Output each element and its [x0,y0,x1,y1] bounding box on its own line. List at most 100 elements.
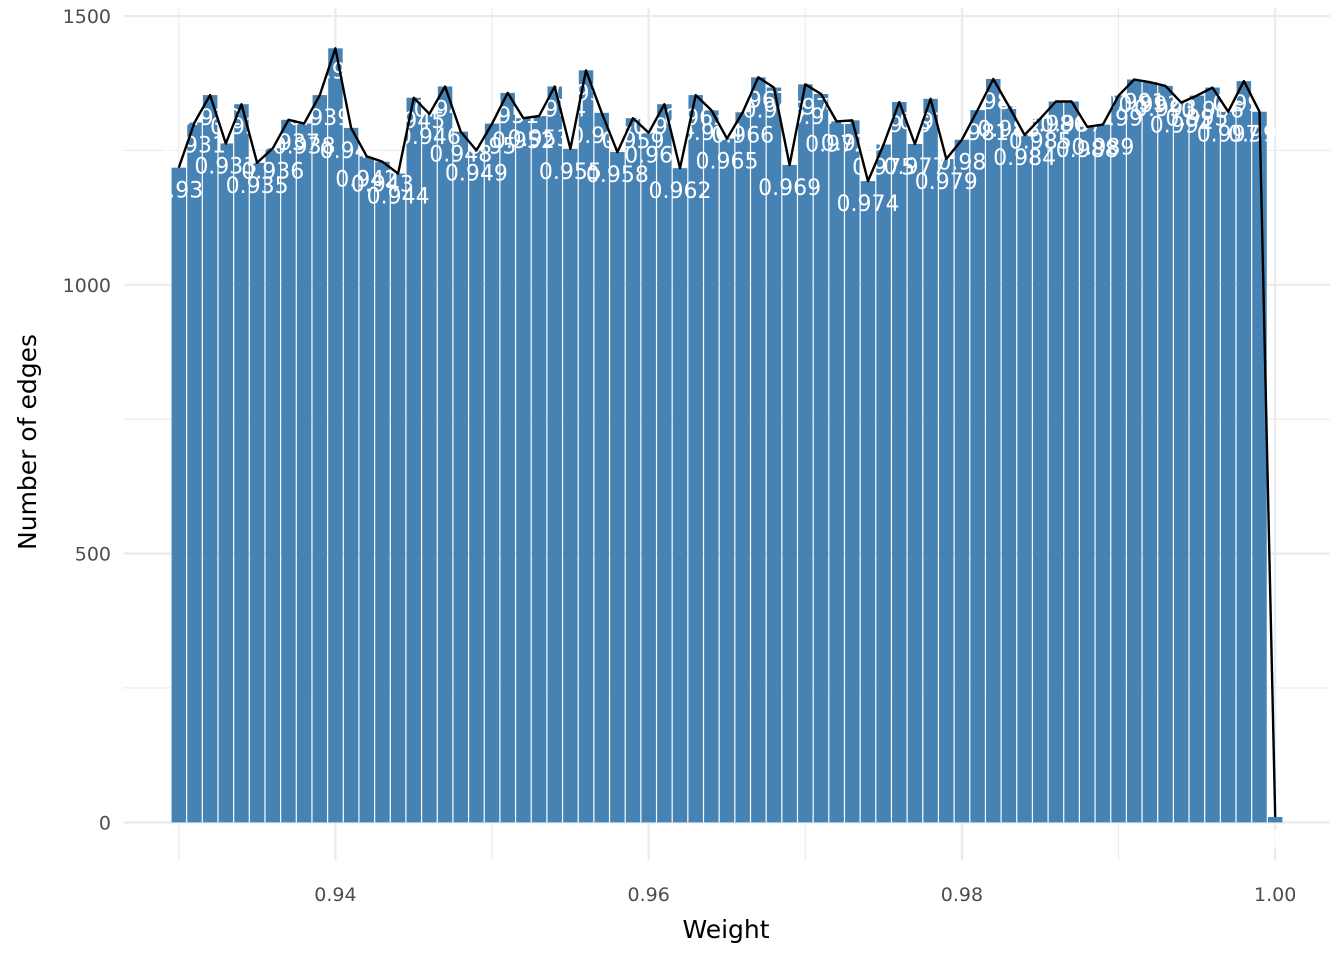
histogram-bar [171,167,187,823]
histogram-bar [390,173,406,823]
bar-label: 0.949 [445,161,508,186]
y-tick-label: 1500 [63,6,111,28]
histogram-bar [657,104,672,823]
histogram-bar [1064,101,1079,823]
bar-label: 0.981 [946,121,1009,146]
bar-label: 0.969 [758,176,821,201]
histogram-bar [798,84,813,823]
histogram-bar [563,148,578,823]
bar-label: 0.95 [468,135,517,160]
histogram-bar [892,102,907,823]
histogram-bar [735,112,750,823]
x-tick-label: 0.96 [628,884,670,906]
bar-label: 0.948 [429,143,492,168]
histogram-bar [484,123,500,823]
histogram-bar [719,138,735,823]
bar-label: 0.973 [821,131,884,156]
histogram-bar [766,87,782,823]
bar-label: 0.956 [555,81,618,106]
histogram-bar [375,161,390,823]
histogram-bar [1205,87,1220,823]
histogram-bar [782,164,797,823]
x-tick-label: 0.98 [941,884,983,906]
bar-label: 0.958 [586,163,649,188]
frequency-line-layer [177,47,1277,818]
histogram-bar [751,77,766,823]
bar-label: 0.998 [1212,92,1275,117]
bar-label: 0.994 [1150,114,1213,139]
histogram-bar [1033,118,1048,823]
y-axis-ticks: 0 500 1000 1500 [63,6,111,834]
bar-label: 0.945 [382,109,445,134]
bar-label: 0.995 [1165,107,1228,132]
bar-label: 0.94 [311,59,360,84]
bar-label: 0.988 [1056,138,1119,163]
bar-label: 1 [1268,828,1282,853]
histogram-bar [1048,101,1064,823]
histogram-bar [970,110,985,823]
y-axis-title: Number of edges [13,334,42,550]
histogram-bar [328,48,343,823]
histogram-bar [500,92,515,823]
bar-label: 0.947 [414,97,477,122]
histogram-bar [422,113,437,823]
histogram-bar [281,119,296,823]
histogram-bar [265,148,281,823]
histogram-bar [187,122,202,823]
bar-label: 0.992 [1118,93,1181,118]
histogram-bar [1001,106,1017,823]
y-tick-label: 1000 [63,275,111,297]
histogram-bar [531,116,547,823]
bar-label: 0.96 [624,144,673,169]
histogram-bar [845,120,860,823]
histogram-bar [1142,82,1158,823]
histogram-bar [1252,111,1267,823]
bar-label: 0.936 [241,159,304,184]
bar-label: 0.93 [154,179,203,204]
histogram-bar [469,150,484,823]
histogram-bar [1095,124,1111,823]
histogram-bar [610,152,625,823]
histogram-bar [1220,111,1236,823]
histogram-bar [296,123,312,823]
bar-label: 0.955 [539,160,602,185]
bar-label: 0.953 [508,127,571,152]
histogram-bar [986,78,1001,823]
histogram-bar [1267,816,1283,823]
histogram-bar [547,86,562,823]
histogram-bar [672,168,688,823]
bar-label: 0.997 [1197,123,1260,148]
histogram-bar [1189,95,1205,823]
histogram-bar [1126,79,1142,823]
histogram-bar [343,127,359,823]
bar-label: 0.938 [273,135,336,160]
histogram-bar [594,112,609,823]
bar-label: 0.941 [320,139,383,164]
bar-label: 0.97 [781,95,830,120]
bar-label: 0.943 [351,173,414,198]
histogram-bar [312,95,328,823]
histogram-bar [860,181,876,823]
bar-label: 0.989 [1071,136,1134,161]
histogram-bar [829,121,844,823]
bar-label: 0.984 [993,146,1056,171]
bar-label: 0.944 [367,185,430,210]
histogram-bar [688,95,703,823]
histogram-bar [359,156,374,823]
bar-label: 0.982 [962,90,1025,115]
histogram-bar [813,94,829,823]
bar-label: 0.933 [194,154,257,179]
histogram-bar [625,118,641,823]
bar-label: 0.977 [883,155,946,180]
histogram-bar [437,86,453,823]
histogram-bar [453,131,468,823]
histogram-bar [234,104,249,823]
bar-label: 0.985 [1009,130,1072,155]
bar-label: 0.965 [696,150,759,175]
y-tick-label: 500 [75,544,111,566]
histogram-bar [516,118,531,823]
bar-label: 0.99 [1094,107,1143,132]
bar-label: 0.935 [226,174,289,199]
bar-label: 0.962 [649,179,712,204]
